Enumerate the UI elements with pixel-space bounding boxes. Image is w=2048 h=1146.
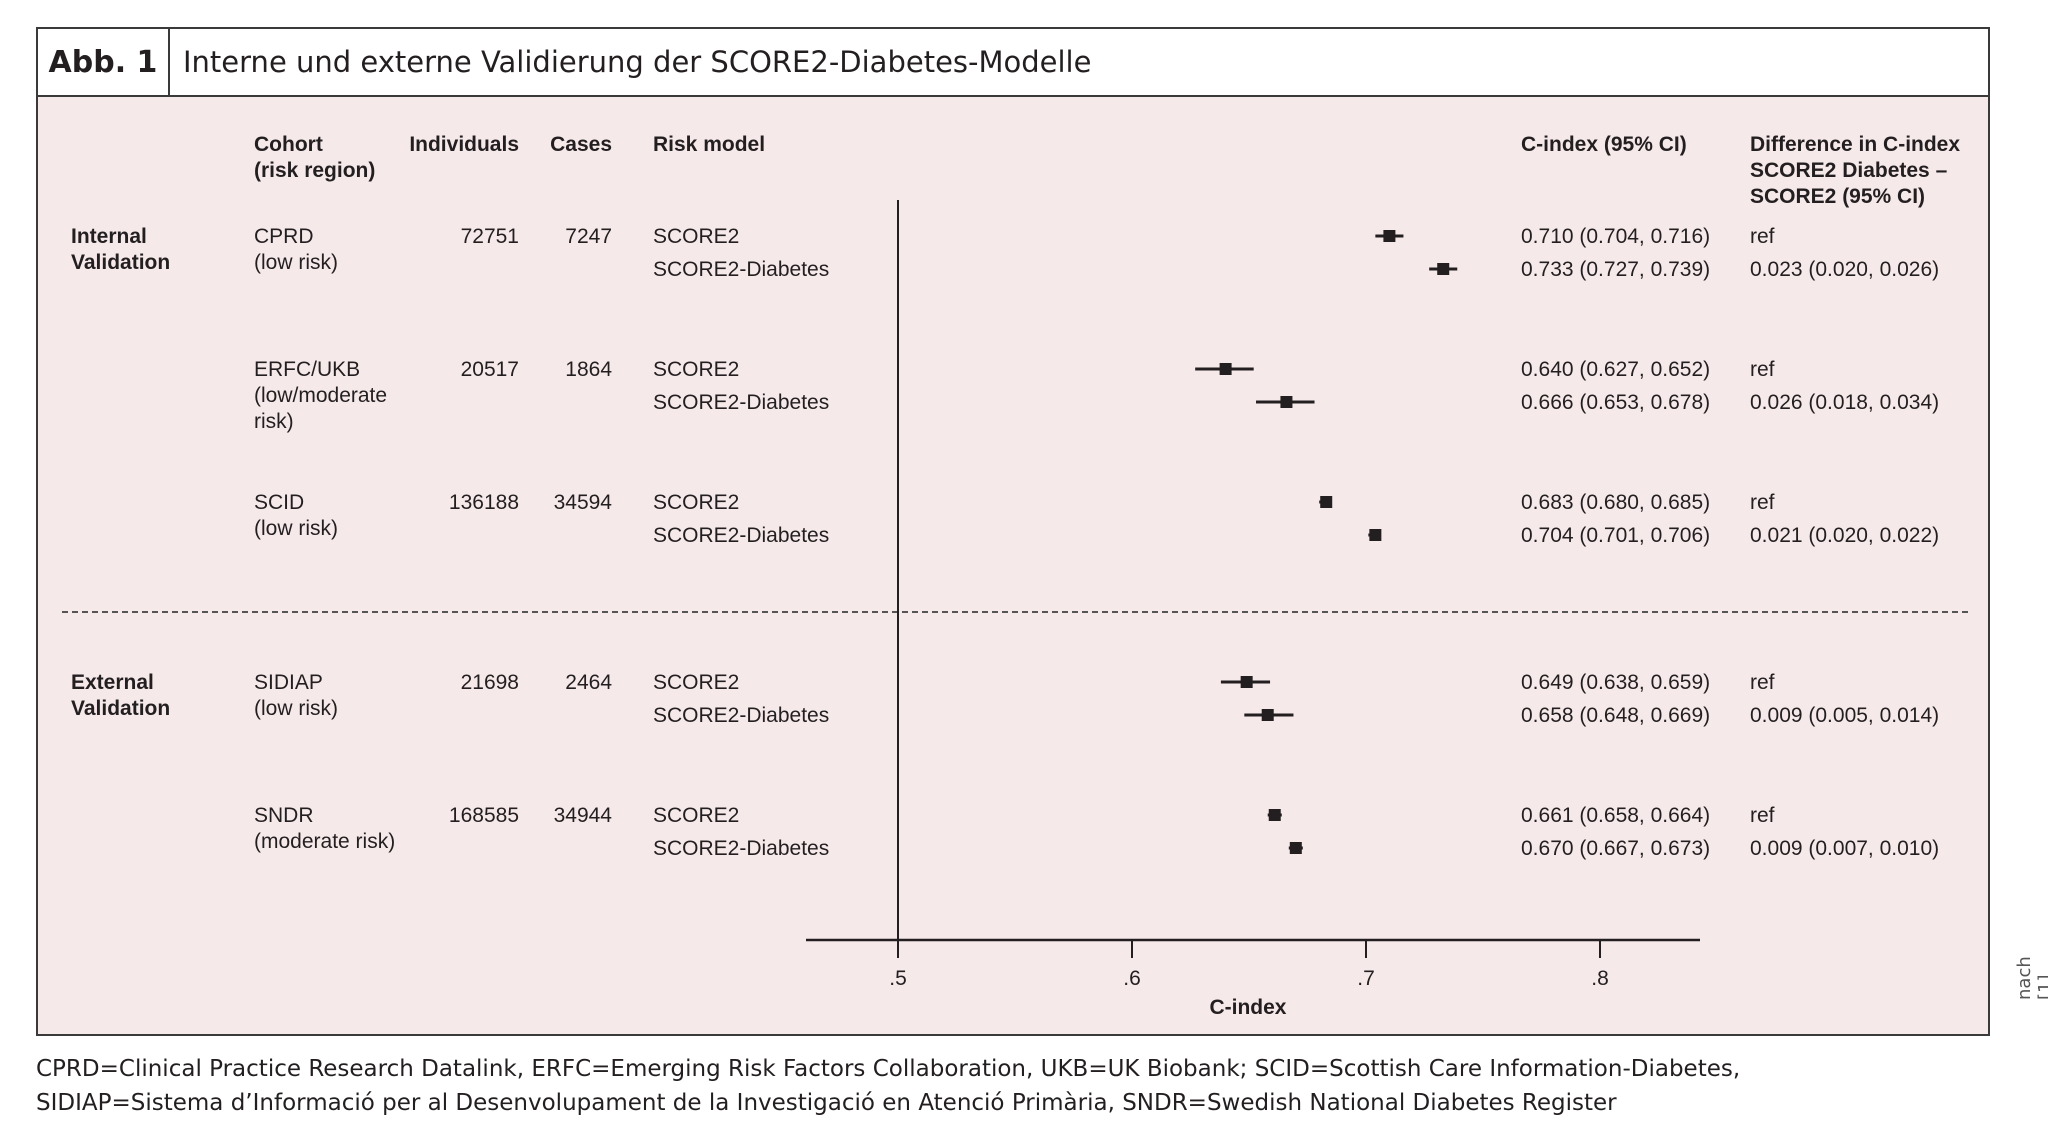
risk-model-label: SCORE2 bbox=[653, 225, 739, 248]
risk-model-label: SCORE2-Diabetes bbox=[653, 391, 829, 414]
cindex-label: 0.670 (0.667, 0.673) bbox=[1521, 837, 1710, 860]
header-difference: SCORE2 Diabetes – bbox=[1750, 159, 1948, 182]
point-marker bbox=[1268, 809, 1281, 821]
header-risk-model: Risk model bbox=[653, 133, 765, 156]
header-cohort: (risk region) bbox=[254, 159, 375, 182]
cindex-label: 0.658 (0.648, 0.669) bbox=[1521, 704, 1710, 727]
point-marker bbox=[1261, 709, 1274, 721]
cohort-label: SNDR bbox=[254, 804, 314, 827]
title-bar: Abb. 1 Interne und externe Validierung d… bbox=[38, 29, 1988, 97]
risk-model-label: SCORE2-Diabetes bbox=[653, 837, 829, 860]
difference-label: ref bbox=[1750, 491, 1775, 514]
header-difference: Difference in C-index bbox=[1750, 133, 1960, 156]
x-tick-label: .5 bbox=[889, 967, 907, 990]
cohort-label: ERFC/UKB bbox=[254, 358, 360, 381]
cases-value: 2464 bbox=[565, 671, 612, 694]
point-marker bbox=[1320, 496, 1333, 508]
individuals-value: 168585 bbox=[449, 804, 519, 827]
header-cases: Cases bbox=[550, 133, 612, 156]
difference-label: 0.021 (0.020, 0.022) bbox=[1750, 524, 1939, 547]
cohort-label: CPRD bbox=[254, 225, 314, 248]
point-marker bbox=[1369, 529, 1382, 541]
risk-model-label: SCORE2 bbox=[653, 671, 739, 694]
cindex-label: 0.710 (0.704, 0.716) bbox=[1521, 225, 1710, 248]
point-marker bbox=[1240, 676, 1253, 688]
cohort-label: SIDIAP bbox=[254, 671, 323, 694]
cases-value: 34944 bbox=[554, 804, 613, 827]
difference-label: ref bbox=[1750, 804, 1775, 827]
difference-label: ref bbox=[1750, 225, 1775, 248]
footnote-line-1: CPRD=Clinical Practice Research Datalink… bbox=[36, 1056, 1741, 1082]
cases-value: 7247 bbox=[565, 225, 612, 248]
figure-label: Abb. 1 bbox=[38, 29, 170, 95]
cohort-label: (low risk) bbox=[254, 517, 338, 540]
x-tick-label: .6 bbox=[1123, 967, 1141, 990]
cohort-label: (low risk) bbox=[254, 251, 338, 274]
point-marker bbox=[1289, 842, 1302, 854]
x-tick-label: .7 bbox=[1357, 967, 1375, 990]
risk-model-label: SCORE2-Diabetes bbox=[653, 524, 829, 547]
cindex-label: 0.733 (0.727, 0.739) bbox=[1521, 258, 1710, 281]
x-tick-label: .8 bbox=[1591, 967, 1609, 990]
header-cindex: C-index (95% CI) bbox=[1521, 133, 1687, 156]
difference-label: 0.009 (0.007, 0.010) bbox=[1750, 837, 1939, 860]
cohort-label: SCID bbox=[254, 491, 304, 514]
figure-title: Interne und externe Validierung der SCOR… bbox=[183, 45, 1092, 79]
figure-frame: Abb. 1 Interne und externe Validierung d… bbox=[36, 27, 1990, 1036]
point-marker bbox=[1437, 263, 1450, 275]
header-individuals: Individuals bbox=[409, 133, 519, 156]
cindex-label: 0.683 (0.680, 0.685) bbox=[1521, 491, 1710, 514]
cohort-label: (low/moderate bbox=[254, 384, 387, 407]
cindex-label: 0.704 (0.701, 0.706) bbox=[1521, 524, 1710, 547]
risk-model-label: SCORE2-Diabetes bbox=[653, 258, 829, 281]
difference-label: ref bbox=[1750, 671, 1775, 694]
individuals-value: 136188 bbox=[449, 491, 519, 514]
footnote-line-2: SIDIAP=Sistema d’Informació per al Desen… bbox=[36, 1090, 1617, 1116]
cindex-label: 0.661 (0.658, 0.664) bbox=[1521, 804, 1710, 827]
cases-value: 34594 bbox=[554, 491, 613, 514]
group-label: Internal bbox=[71, 225, 147, 248]
difference-label: ref bbox=[1750, 358, 1775, 381]
group-label: External bbox=[71, 671, 154, 694]
cohort-label: (low risk) bbox=[254, 697, 338, 720]
individuals-value: 72751 bbox=[461, 225, 519, 248]
risk-model-label: SCORE2 bbox=[653, 804, 739, 827]
group-label: Validation bbox=[71, 697, 170, 720]
x-axis-label: C-index bbox=[1209, 996, 1286, 1019]
group-label: Validation bbox=[71, 251, 170, 274]
cohort-label: risk) bbox=[254, 410, 294, 433]
individuals-value: 20517 bbox=[461, 358, 519, 381]
difference-label: 0.009 (0.005, 0.014) bbox=[1750, 704, 1939, 727]
point-marker bbox=[1383, 230, 1396, 242]
cases-value: 1864 bbox=[565, 358, 612, 381]
cindex-label: 0.640 (0.627, 0.652) bbox=[1521, 358, 1710, 381]
cohort-label: (moderate risk) bbox=[254, 830, 395, 853]
difference-label: 0.026 (0.018, 0.034) bbox=[1750, 391, 1939, 414]
point-marker bbox=[1219, 363, 1232, 375]
individuals-value: 21698 bbox=[461, 671, 519, 694]
difference-label: 0.023 (0.020, 0.026) bbox=[1750, 258, 1939, 281]
header-difference: SCORE2 (95% CI) bbox=[1750, 185, 1925, 208]
source-note: nach [1] bbox=[2014, 956, 2048, 1000]
risk-model-label: SCORE2-Diabetes bbox=[653, 704, 829, 727]
risk-model-label: SCORE2 bbox=[653, 491, 739, 514]
point-marker bbox=[1280, 396, 1293, 408]
cindex-label: 0.666 (0.653, 0.678) bbox=[1521, 391, 1710, 414]
cindex-label: 0.649 (0.638, 0.659) bbox=[1521, 671, 1710, 694]
risk-model-label: SCORE2 bbox=[653, 358, 739, 381]
header-cohort: Cohort bbox=[254, 133, 323, 156]
